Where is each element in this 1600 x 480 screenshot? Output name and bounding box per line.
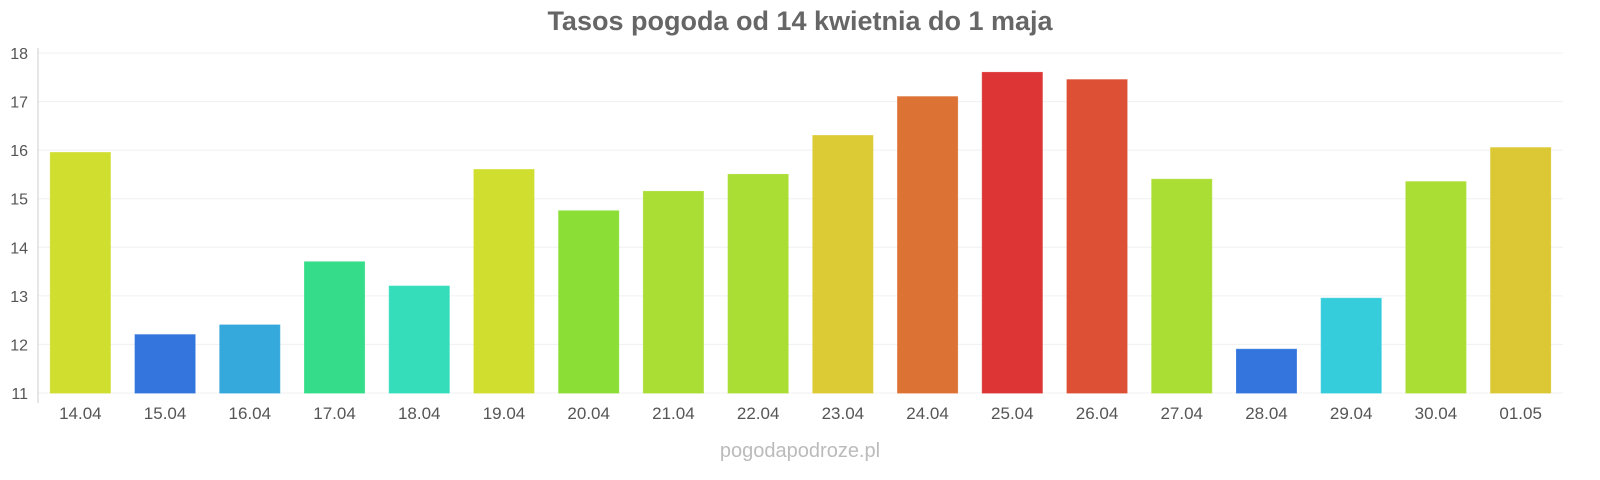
bar-21.04 <box>642 190 704 394</box>
footer-watermark[interactable]: pogodapodroze.pl <box>719 440 881 462</box>
x-tick-label: 26.04 <box>1076 404 1119 423</box>
y-tick-label: 11 <box>11 386 28 403</box>
x-tick-label: 22.04 <box>737 404 780 423</box>
x-tick-label: 18.04 <box>398 404 441 423</box>
bar-22.04 <box>727 173 789 394</box>
y-tick-label: 12 <box>10 337 28 354</box>
y-tick-label: 18 <box>10 46 28 63</box>
bar-20.04 <box>558 210 620 394</box>
x-tick-label: 19.04 <box>483 404 526 423</box>
x-tick-label: 25.04 <box>991 404 1034 423</box>
chart-title: Tasos pogoda od 14 kwietnia do 1 maja <box>547 6 1053 36</box>
bar-29.04 <box>1320 297 1382 394</box>
bar-14.04 <box>49 152 111 394</box>
bar-16.04 <box>219 324 281 394</box>
x-tick-label: 30.04 <box>1415 404 1458 423</box>
x-tick-label: 23.04 <box>822 404 865 423</box>
bar-17.04 <box>304 261 366 394</box>
bar-24.04 <box>897 96 959 394</box>
bar-25.04 <box>981 71 1043 394</box>
y-tick-label: 13 <box>10 289 28 306</box>
y-tick-label: 14 <box>10 240 28 257</box>
bar-01.05 <box>1490 147 1552 394</box>
y-tick-label: 17 <box>10 95 28 112</box>
bar-18.04 <box>388 285 450 394</box>
x-tick-label: 17.04 <box>313 404 356 423</box>
x-tick-label: 15.04 <box>144 404 187 423</box>
bar-26.04 <box>1066 79 1128 394</box>
x-tick-label: 21.04 <box>652 404 695 423</box>
x-tick-label: 27.04 <box>1160 404 1203 423</box>
y-tick-label: 16 <box>10 143 28 160</box>
bar-27.04 <box>1151 178 1213 394</box>
x-tick-label: 16.04 <box>229 404 272 423</box>
bar-28.04 <box>1235 348 1297 394</box>
bar-30.04 <box>1405 181 1467 394</box>
y-tick-label: 15 <box>10 192 28 209</box>
x-tick-label: 14.04 <box>59 404 102 423</box>
x-tick-label: 24.04 <box>906 404 949 423</box>
x-tick-label: 20.04 <box>567 404 610 423</box>
x-tick-label: 29.04 <box>1330 404 1373 423</box>
bar-15.04 <box>134 334 196 394</box>
x-tick-label: 28.04 <box>1245 404 1288 423</box>
bar-19.04 <box>473 169 535 394</box>
bar-23.04 <box>812 135 874 394</box>
x-tick-label: 01.05 <box>1499 404 1542 423</box>
